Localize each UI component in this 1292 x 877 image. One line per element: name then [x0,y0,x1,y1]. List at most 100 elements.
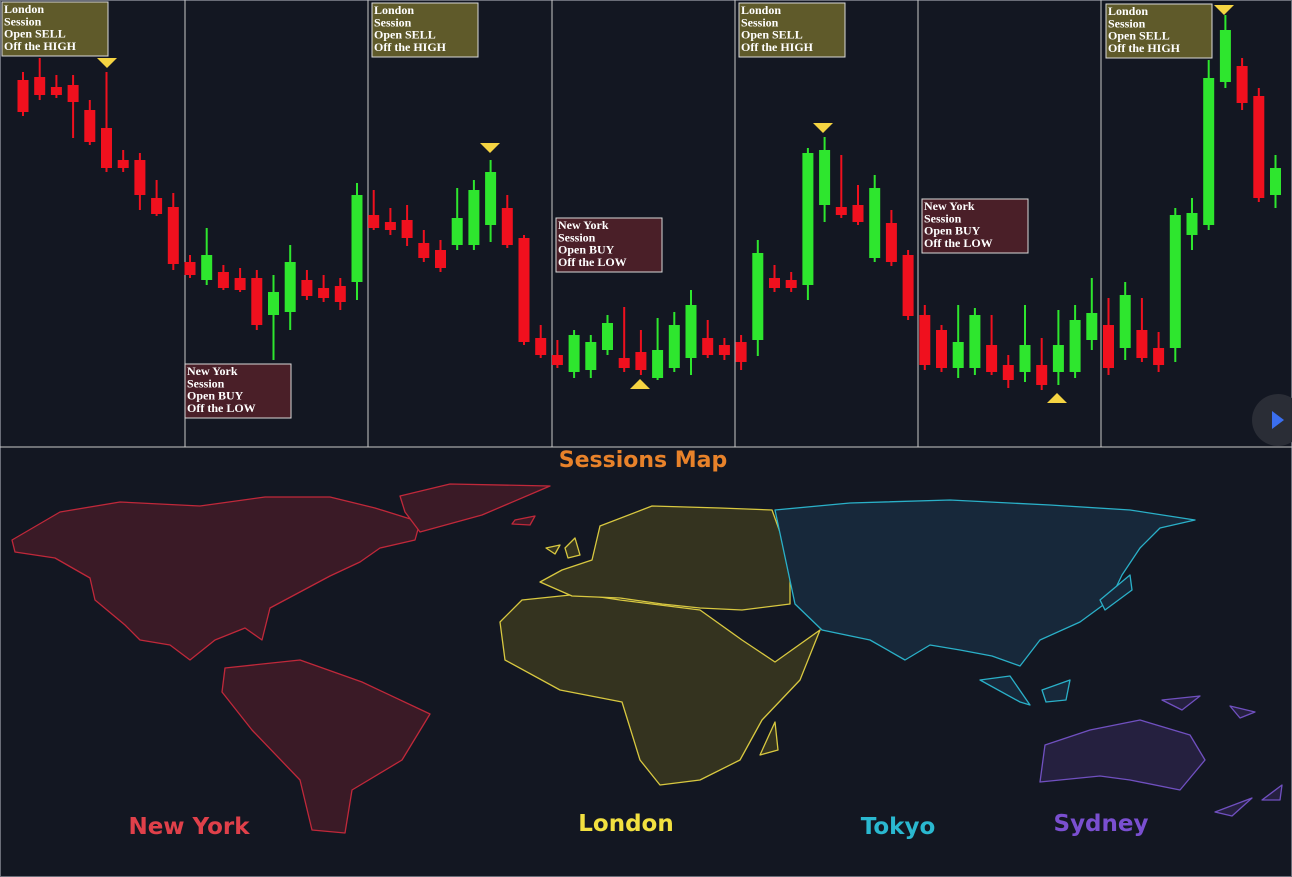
candle-body [652,350,664,378]
candle-body [1019,345,1031,372]
candle-body [217,272,229,288]
candle-body [1069,320,1081,372]
candle-body [769,278,780,288]
annotation-background [371,2,479,58]
candle-body [284,262,296,312]
candle-body [1270,168,1281,195]
annotation-line: Off the LOW [187,401,256,415]
candle-body [401,220,413,238]
candle-body [1136,330,1148,358]
candle-body [117,160,129,168]
candle-body [1253,96,1265,198]
candle-body [535,338,547,355]
candle-body [485,172,497,225]
candle-body [167,207,179,264]
candle-body [101,128,112,168]
annotation-line: Session [187,376,225,390]
annotation-line: Session [558,230,596,244]
annotation-line: London [741,3,781,17]
candle-body [852,205,864,222]
annotation-line: Session [374,15,412,29]
candle-body [1203,78,1215,225]
candle-body [919,315,931,365]
candle-body [17,80,29,112]
candle-body [668,325,680,368]
candle-body [986,345,998,372]
candle-body [618,358,630,368]
map-title: Sessions Map [559,448,728,473]
candle-body [234,278,246,290]
annotation-line: Off the LOW [924,236,993,250]
candle-body [902,255,914,316]
candle-body [501,208,513,245]
candle-body [435,250,446,268]
candle-body [1169,215,1181,348]
annotation-line: Off the HIGH [374,40,447,54]
annotation-line: Session [924,211,962,225]
annotation-line: London [4,2,44,16]
candle-body [318,288,330,298]
annotation-line: Open BUY [558,243,615,257]
annotation-line: Off the HIGH [741,40,814,54]
candle-body [785,280,797,288]
candle-body [334,286,346,302]
candles [17,15,1281,390]
candle-body [1103,325,1114,368]
candle-body [936,330,947,368]
annotation-line: London [374,3,414,17]
annotation-background [738,2,846,58]
annotation-line: New York [558,218,609,232]
candle-body [184,262,196,275]
candle-body [201,255,213,280]
candle-body [735,342,747,362]
annotation-line: Off the HIGH [4,39,77,53]
candle-body [702,338,714,355]
candle-body [969,315,981,368]
annotation-background [555,217,663,273]
candle-body [1236,66,1248,103]
annotation-line: Open SELL [4,27,66,41]
candle-body [134,160,146,195]
candle-body [251,278,263,325]
candle-body [1219,30,1231,82]
candle-body [468,190,480,245]
annotation-line: Off the LOW [558,255,627,269]
candle-body [835,207,847,215]
candle-body [585,342,597,370]
candle-body [384,222,396,230]
annotation-line: Session [1108,16,1146,30]
candle-body [351,195,363,282]
candle-body [602,323,613,350]
candle-body [451,218,463,245]
annotation-background [1105,3,1213,59]
annotation-line: Open SELL [741,28,803,42]
annotation-line: New York [187,364,238,378]
candle-body [685,305,697,358]
candle-body [802,153,814,285]
map-label: London [578,811,673,837]
candle-body [1052,345,1064,372]
play-button[interactable] [1252,394,1292,446]
map-label: Tokyo [861,814,936,840]
annotation-line: Session [741,15,779,29]
candle-body [34,77,46,95]
annotation-line: Open SELL [1108,29,1170,43]
candle-body [1036,365,1048,385]
candle-body [518,238,530,342]
candle-body [368,215,380,228]
candle-body [551,355,563,365]
candle-body [301,280,313,296]
annotation-line: Session [4,14,42,28]
candle-body [819,150,831,205]
candle-body [869,188,881,258]
candle-body [752,253,764,340]
candle-body [67,85,79,102]
candle-body [268,292,279,315]
